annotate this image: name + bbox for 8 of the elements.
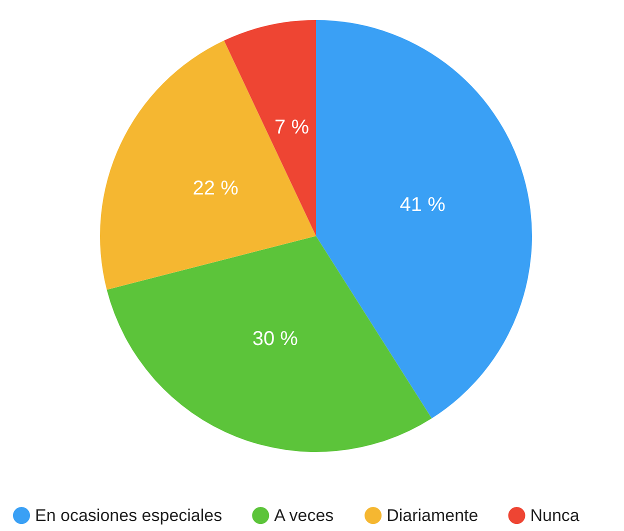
legend-label: Diariamente xyxy=(386,506,478,525)
data-label: 22 % xyxy=(192,178,239,200)
data-label: 30 % xyxy=(252,328,298,350)
legend-label: Nunca xyxy=(530,506,580,525)
legend-label: En ocasiones especiales xyxy=(35,506,222,525)
legend-label: A veces xyxy=(274,506,334,525)
data-label: 7 % xyxy=(274,116,310,139)
data-label: 41 % xyxy=(400,194,446,216)
